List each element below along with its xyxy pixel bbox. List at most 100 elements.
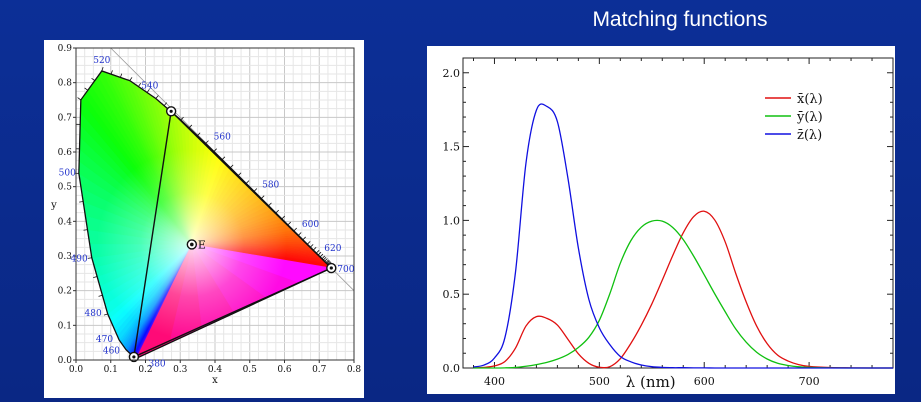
chart-text: 0.0 0.5 1.0 1.5 2.0 400 500 600 700 λ (nm) x̄(λ) ȳ(…: [443, 67, 823, 391]
locus-tick: [326, 260, 330, 264]
wavelength-label: 620: [324, 244, 341, 254]
wavelength-label: 580: [262, 180, 279, 190]
y-tick-label: 1.0: [443, 214, 461, 227]
y-tick-label: 0.7: [58, 113, 73, 123]
wavelength-label: 490: [71, 255, 88, 265]
locus-tick: [321, 255, 326, 260]
locus-tick: [237, 172, 242, 176]
x-tick-label: 0.2: [138, 365, 152, 375]
legend-label: z̄(λ): [797, 128, 822, 143]
wavelength-label: 480: [85, 309, 102, 319]
chart-lines: [74, 67, 337, 363]
locus-tick: [197, 132, 201, 136]
locus-tick: [310, 244, 314, 248]
spectral-locus-fill: [78, 70, 333, 359]
locus-tick: [322, 256, 327, 261]
legend-label: ȳ(λ): [796, 110, 823, 125]
wavelength-label: 460: [103, 347, 120, 357]
locus-tick: [188, 124, 193, 129]
wavelength-label: 600: [302, 220, 319, 230]
matching-functions-panel: 0.0 0.5 1.0 1.5 2.0 400 500 600 700 λ (nm) x̄(λ) ȳ(…: [427, 46, 895, 394]
locus-tick: [253, 188, 258, 192]
locus-tick: [319, 253, 324, 258]
wavelength-label: 520: [93, 56, 110, 66]
y-tick-label: 0.5: [58, 183, 73, 193]
series-lines: [473, 103, 894, 369]
y-tick-label: 0.4: [58, 217, 73, 227]
locus-tick: [155, 95, 159, 99]
plot-frame: [462, 57, 894, 369]
x-tick-label: 0.1: [104, 365, 118, 375]
locus-tick: [293, 227, 297, 232]
locus-tick: [221, 156, 226, 160]
y-tick-label: 0.5: [443, 288, 461, 301]
locus-tick: [261, 195, 265, 199]
gamut-triangle: [133, 109, 333, 359]
x-axis-label: λ (nm): [626, 373, 676, 391]
y-tick-label: 0.0: [58, 356, 73, 366]
locus-tick: [103, 313, 108, 316]
locus-tick: [302, 236, 306, 241]
locus-tick: [324, 258, 328, 262]
x-tick-label: 700: [799, 375, 820, 388]
locus-tick: [129, 77, 133, 81]
primary-marker-dot: [132, 355, 136, 359]
locus-tick: [316, 250, 320, 254]
locus-tick: [281, 215, 285, 220]
x-bar-series-line: [473, 210, 894, 369]
wavelength-label: 700: [337, 265, 354, 275]
x-tick-label: 0.0: [69, 365, 84, 375]
locus-tick: [98, 294, 103, 297]
x-tick-label: 0.3: [173, 365, 188, 375]
locus-tick: [91, 77, 96, 81]
locus-tick: [146, 89, 150, 93]
chromaticity-diagram-panel: E 0.0 0.1 0.2 0.3 0.4 0.5 0.6 0.7 0.8 0.0 0.1 0.2 0.3…: [44, 40, 364, 398]
locus-tick: [268, 202, 272, 207]
locus-tick: [205, 140, 209, 144]
y-tick-label: 0.0: [443, 362, 461, 375]
locus-tick: [275, 209, 279, 214]
x-tick-label: 0.6: [277, 365, 292, 375]
y-tick-label: 0.8: [58, 79, 73, 89]
y-tick-label: 2.0: [443, 67, 461, 80]
locus-tick: [138, 83, 142, 87]
locus-tick: [87, 257, 92, 259]
wavelength-label: 540: [141, 82, 158, 92]
x-tick-label: 0.7: [312, 365, 327, 375]
y-tick-label: 1.5: [443, 141, 461, 154]
y-tick-label: 0.3: [58, 252, 73, 262]
locus-tick: [180, 116, 184, 121]
wavelength-label: 380: [148, 359, 165, 369]
wavelength-label: 560: [214, 133, 231, 143]
locus-tick: [110, 70, 113, 75]
locus-tick: [120, 73, 123, 78]
locus-tick: [313, 247, 317, 251]
chart-labels: E 0.0 0.1 0.2 0.3 0.4 0.5 0.6 0.7 0.8 0.0 0.1 0.2 0.3…: [50, 44, 361, 386]
x-tick-label: 0.5: [243, 365, 258, 375]
primary-marker-dot: [329, 266, 333, 270]
x-tick-label: 0.8: [347, 365, 362, 375]
y-bar-series-line: [473, 219, 893, 369]
chart-axes: [73, 47, 355, 363]
locus-tick: [287, 221, 291, 226]
locus-tick: [84, 87, 89, 91]
locus-tick: [79, 201, 84, 203]
locus-tick: [307, 241, 311, 245]
x-tick-label: 400: [484, 375, 505, 388]
locus-tick: [213, 148, 217, 152]
plot-border: [462, 57, 894, 369]
x-tick-label: 600: [694, 375, 715, 388]
locus-tick: [101, 67, 104, 72]
white-point-label: E: [198, 238, 206, 251]
y-tick-label: 0.9: [58, 44, 73, 54]
matching-functions-chart: 0.0 0.5 1.0 1.5 2.0 400 500 600 700 λ (nm) x̄(λ) ȳ(…: [443, 57, 894, 391]
locus-tick: [325, 259, 329, 263]
locus-tick: [93, 276, 98, 278]
slide-title: Matching functions: [592, 8, 768, 31]
locus-tick: [327, 261, 331, 265]
wavelength-label: 500: [59, 168, 76, 178]
chromaticity-diagram: E 0.0 0.1 0.2 0.3 0.4 0.5 0.6 0.7 0.8 0.0 0.1 0.2 0.3…: [50, 44, 361, 386]
x-axis-label: x: [212, 375, 218, 386]
locus-tick: [245, 180, 250, 184]
locus-tick: [163, 102, 168, 106]
